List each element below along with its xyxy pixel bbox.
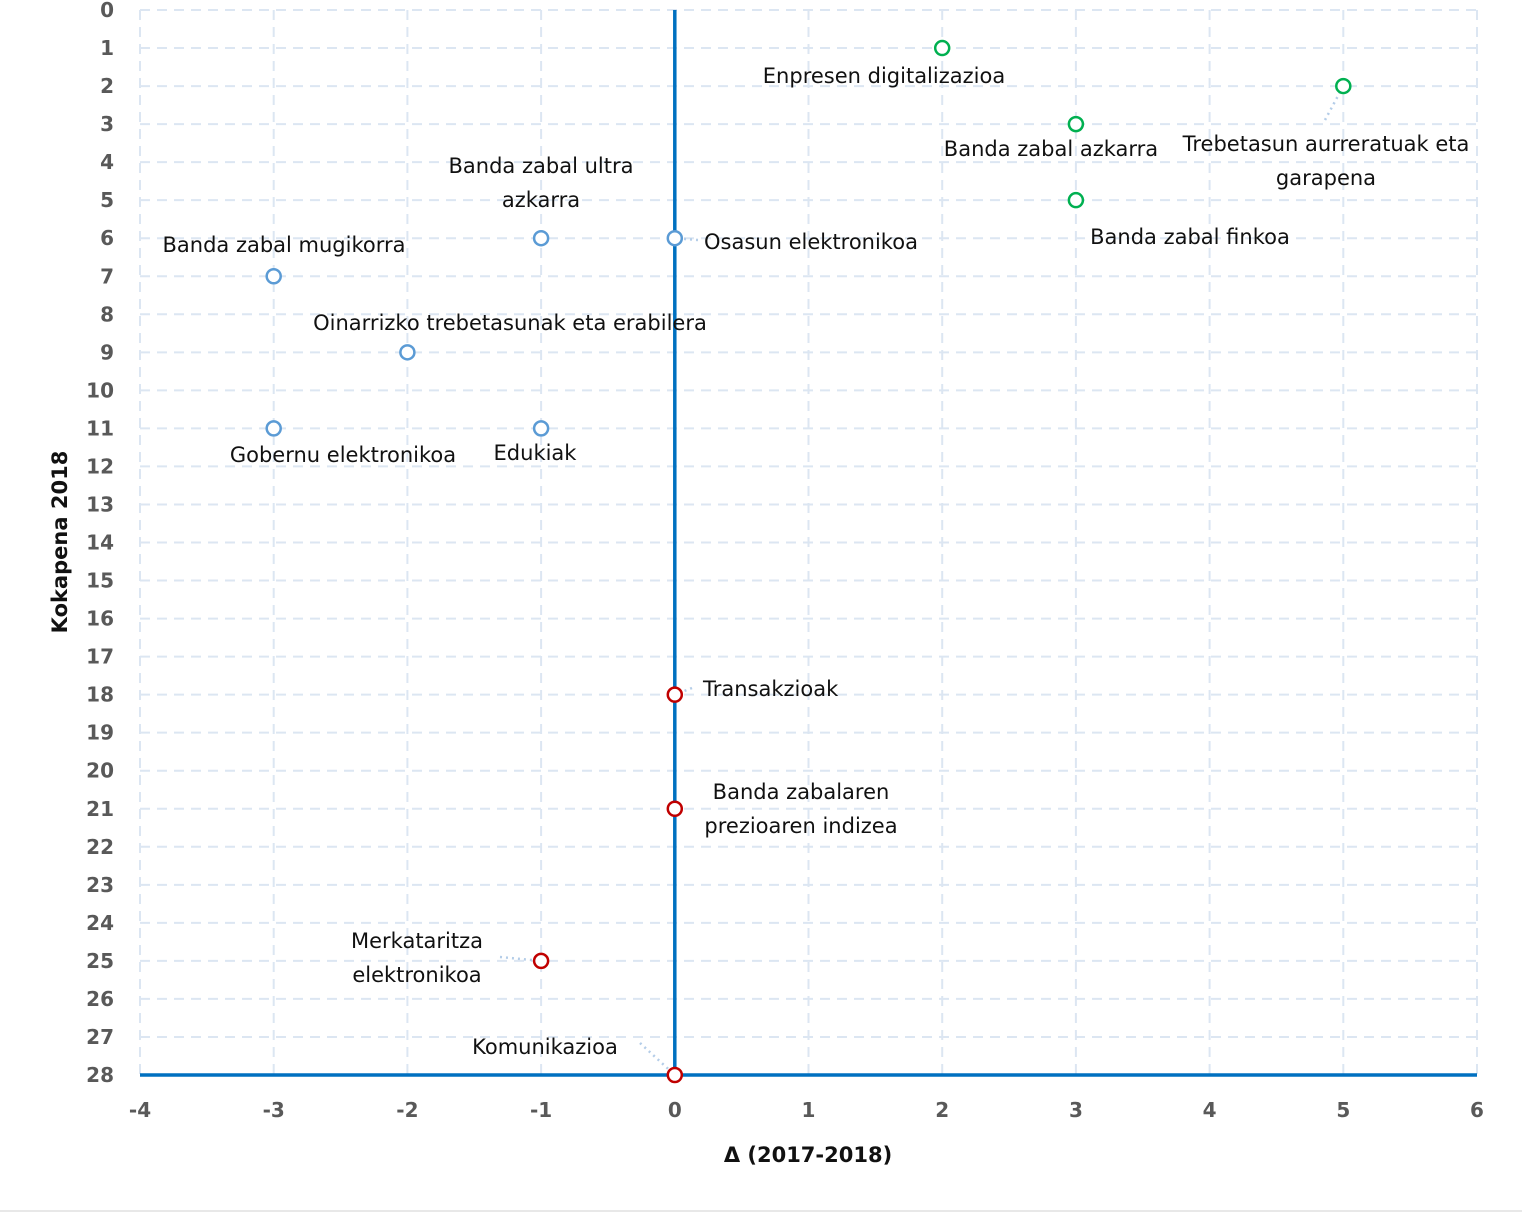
data-point: [265, 420, 282, 437]
data-point: [532, 952, 550, 970]
y-tick-label: 12: [86, 454, 114, 478]
x-tick-label: -2: [396, 1098, 418, 1122]
y-tick-label: 10: [86, 378, 114, 402]
y-tick-label: 6: [100, 226, 114, 250]
y-tick-label: 1: [100, 36, 114, 60]
y-tick-label: 24: [86, 911, 114, 935]
data-point: [1335, 77, 1352, 95]
tick-labels: 0123456789101112131415161718192021222324…: [86, 0, 1484, 1122]
x-tick-label: 2: [935, 1098, 949, 1122]
point-label: Edukiak: [494, 441, 578, 465]
x-tick-label: 5: [1336, 1098, 1350, 1122]
point-labels: Enpresen digitalizazioa Trebetasun aurrer…: [162, 64, 1469, 1059]
point-label: Gobernu elektronikoa: [230, 443, 456, 467]
y-tick-label: 15: [86, 569, 114, 593]
y-tick-label: 13: [86, 492, 114, 516]
y-tick-label: 9: [100, 340, 114, 364]
y-tick-label: 0: [100, 0, 114, 22]
x-tick-label: 4: [1203, 1098, 1217, 1122]
point-label: Oinarrizko trebetasunak eta erabilera: [313, 311, 707, 335]
data-point: [666, 229, 684, 247]
leader-line: [1323, 85, 1345, 121]
x-tick-label: 6: [1470, 1098, 1484, 1122]
data-point: [532, 420, 550, 437]
y-tick-label: 20: [86, 759, 114, 783]
y-tick-label: 26: [86, 987, 114, 1011]
point-label: Merkataritza elektronikoa: [351, 929, 483, 987]
y-tick-label: 22: [86, 835, 114, 859]
y-axis-title: Kokapena 2018: [48, 451, 72, 634]
y-tick-label: 16: [86, 607, 114, 631]
point-label: Banda zabal mugikorra: [162, 233, 405, 257]
y-tick-label: 17: [86, 645, 114, 669]
x-tick-label: 0: [668, 1098, 682, 1122]
data-point: [666, 1066, 684, 1084]
y-tick-label: 7: [100, 264, 114, 288]
leader-line: [639, 1042, 676, 1076]
point-label: Banda zabal azkarra: [944, 137, 1158, 161]
y-tick-label: 23: [86, 873, 114, 897]
x-axis-title: Δ (2017-2018): [724, 1143, 892, 1167]
x-tick-label: 1: [802, 1098, 816, 1122]
data-point: [933, 39, 951, 57]
y-tick-label: 14: [86, 531, 114, 555]
x-tick-label: -3: [263, 1098, 285, 1122]
data-point: [265, 268, 282, 285]
data-point: [1067, 191, 1085, 209]
point-label: Komunikazioa: [472, 1035, 618, 1059]
data-point: [666, 686, 684, 703]
y-tick-label: 25: [86, 949, 114, 973]
point-label: Transakzioak: [702, 677, 839, 701]
y-tick-label: 19: [86, 721, 114, 745]
y-tick-label: 8: [100, 302, 114, 326]
point-label: Osasun elektronikoa: [704, 230, 918, 254]
y-tick-label: 11: [86, 416, 114, 440]
y-tick-label: 4: [100, 150, 114, 174]
x-tick-label: -1: [530, 1098, 552, 1122]
point-label: Trebetasun aurreratuak eta garapena: [1182, 132, 1470, 190]
x-tick-label: 3: [1069, 1098, 1083, 1122]
point-label: Banda zabalaren prezioaren indizea: [704, 780, 897, 838]
grid: [139, 9, 1478, 1076]
y-tick-label: 3: [100, 112, 114, 136]
y-tick-label: 27: [86, 1025, 114, 1049]
y-tick-label: 18: [86, 683, 114, 707]
axes: [140, 10, 1477, 1077]
point-label: Enpresen digitalizazioa: [763, 64, 1005, 88]
leader-line: [499, 955, 542, 963]
data-point: [1067, 115, 1085, 133]
y-tick-label: 2: [100, 74, 114, 98]
point-label: Banda zabal ultra azkarra: [449, 154, 634, 212]
y-tick-label: 21: [86, 797, 114, 821]
x-tick-label: -4: [129, 1098, 151, 1122]
data-point: [666, 800, 684, 817]
point-label: Banda zabal finkoa: [1090, 225, 1290, 249]
y-tick-label: 28: [86, 1063, 114, 1087]
data-points: [265, 39, 1352, 1084]
data-point: [532, 229, 550, 247]
data-point: [399, 344, 416, 361]
y-tick-label: 5: [100, 188, 114, 212]
